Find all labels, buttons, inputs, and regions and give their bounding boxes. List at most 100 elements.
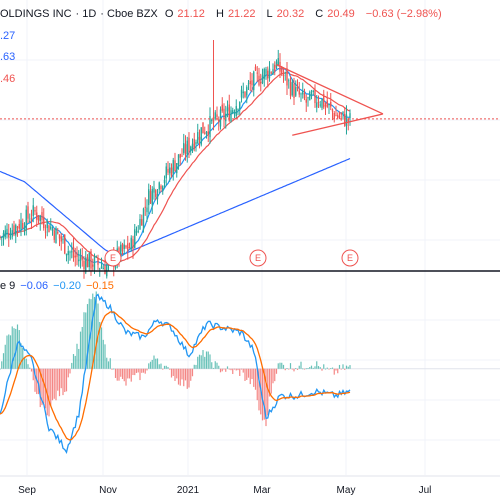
- hist-bar-132: [230, 368, 232, 371]
- hist-bar-61: [106, 357, 108, 369]
- candle-body-106: [184, 144, 187, 154]
- hist-bar-48: [83, 312, 85, 369]
- candle-body-75: [130, 237, 132, 250]
- candle-body-11: [18, 223, 20, 229]
- hist-bar-170: [296, 368, 299, 370]
- candle-body-72: [125, 245, 127, 248]
- candle-body-99: [172, 159, 174, 174]
- hist-bar-146: [254, 368, 257, 390]
- candle-body-1: [1, 237, 3, 239]
- candle-body-148: [258, 75, 260, 86]
- hist-bar-37: [64, 368, 66, 392]
- candle-body-159: [277, 58, 279, 66]
- candle-body-95: [165, 166, 167, 179]
- hist-bar-138: [240, 368, 243, 370]
- candle-body-76: [132, 239, 134, 250]
- hist-bar-0: [0, 368, 1, 370]
- candle-body-167: [291, 82, 293, 96]
- hist-bar-95: [165, 365, 167, 369]
- candle-body-30: [51, 229, 54, 231]
- hist-bar-2: [2, 353, 5, 369]
- hist-bar-166: [289, 363, 292, 369]
- hist-bar-81: [141, 368, 143, 373]
- hist-bar-141: [246, 368, 248, 380]
- interval: · 1D: [75, 8, 97, 20]
- candle-body-175: [305, 99, 307, 103]
- candle-body-81: [141, 219, 143, 226]
- candle-body-0: [0, 236, 1, 238]
- candle-body-200: [349, 113, 351, 119]
- hist-bar-93: [162, 368, 164, 370]
- hist-bar-31: [53, 368, 55, 399]
- candle-body-56: [97, 258, 99, 265]
- ohlc-low: L 20.32: [266, 8, 305, 20]
- hist-bar-153: [267, 368, 269, 416]
- hist-bar-131: [228, 368, 230, 370]
- candle-body-154: [268, 68, 271, 79]
- candle-body-58: [100, 266, 103, 268]
- macd-line: [0, 293, 351, 454]
- candle-body-86: [149, 191, 152, 204]
- candle-body-70: [121, 244, 124, 252]
- time-tick-0: Sep: [18, 485, 36, 496]
- candle-body-197: [344, 113, 346, 126]
- symbol-name[interactable]: OLDINGS INC: [0, 8, 72, 20]
- candle-body-88: [153, 187, 155, 193]
- ma-value-2: .63: [0, 51, 16, 63]
- candle-body-101: [176, 163, 178, 174]
- candle-body-113: [197, 132, 199, 144]
- candle-body-168: [293, 84, 295, 99]
- candle-body-82: [142, 208, 145, 230]
- candle-body-158: [275, 61, 278, 68]
- candle-body-7: [11, 230, 13, 237]
- hist-bar-135: [235, 368, 237, 371]
- candle-body-174: [303, 93, 306, 99]
- candle-body-39: [67, 251, 69, 255]
- candle-body-108: [188, 137, 190, 153]
- exchange: · Cboe BZX: [100, 8, 158, 20]
- hist-bar-194: [338, 364, 341, 369]
- hist-bar-50: [86, 304, 89, 369]
- candle-body-125: [218, 119, 220, 122]
- hist-bar-164: [286, 368, 288, 369]
- hist-bar-57: [99, 321, 101, 369]
- hist-bar-87: [151, 359, 153, 369]
- hist-bar-30: [51, 368, 54, 401]
- candle-body-172: [300, 93, 302, 95]
- macd-params[interactable]: e 9: [0, 280, 16, 292]
- candle-body-16: [27, 206, 29, 219]
- candle-body-191: [333, 113, 335, 120]
- hist-bar-150: [261, 368, 264, 421]
- price-change: −0.63 (−2.98%): [365, 8, 442, 20]
- hist-bar-195: [340, 368, 342, 370]
- candle-body-149: [260, 81, 262, 84]
- candle-body-195: [340, 112, 342, 115]
- hist-bar-68: [118, 368, 120, 381]
- earnings-marker-0: [104, 249, 122, 267]
- time-tick-4: May: [337, 485, 356, 496]
- candle-body-142: [247, 83, 250, 85]
- hist-bar-144: [251, 368, 253, 380]
- candle-body-18: [30, 218, 33, 220]
- candle-body-21: [36, 212, 38, 220]
- candle-body-26: [44, 231, 47, 233]
- hist-bar-162: [282, 364, 285, 369]
- hist-bar-13: [22, 347, 24, 369]
- candle-body-31: [53, 230, 55, 240]
- hist-bar-103: [179, 368, 181, 386]
- hist-bar-105: [183, 368, 185, 387]
- hist-bar-22: [37, 368, 40, 395]
- candle-body-60: [104, 265, 106, 275]
- candle-body-179: [312, 90, 314, 93]
- time-axis: Sep Nov 2021 Mar May Jul: [0, 475, 500, 496]
- hist-bar-94: [163, 365, 166, 369]
- hist-bar-108: [188, 368, 190, 388]
- candle-body-171: [298, 90, 300, 95]
- hist-bar-122: [212, 367, 215, 369]
- candle-body-196: [342, 111, 344, 114]
- hist-bar-25: [43, 368, 45, 404]
- candle-body-92: [160, 185, 162, 189]
- candle-body-189: [330, 102, 332, 107]
